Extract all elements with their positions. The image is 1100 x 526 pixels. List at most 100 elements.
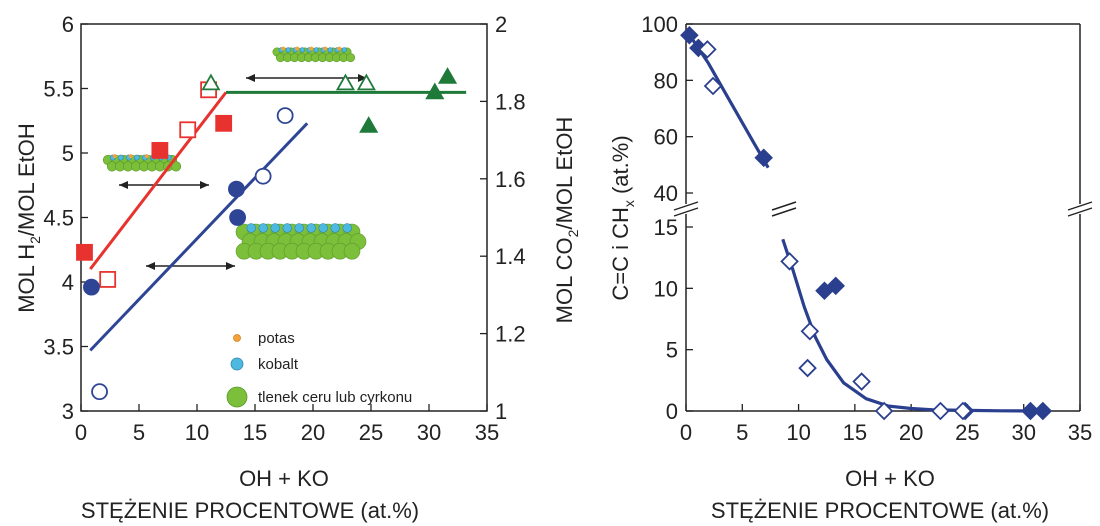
y-tick-label: 10 (654, 276, 678, 301)
potassium-dot (309, 46, 314, 51)
y-tick-label: 3.5 (43, 335, 74, 360)
y-tick-label: 15 (654, 215, 678, 240)
left-crystal-illustrations (102, 46, 367, 270)
cobalt-sphere (282, 223, 292, 233)
x-tick-label: 5 (133, 420, 145, 445)
y-tick-label: 5 (666, 338, 678, 363)
y-tick-label: 4 (62, 270, 74, 295)
potassium-dot (337, 46, 342, 51)
potassium-dot (295, 46, 300, 51)
arrow-head-left (146, 262, 155, 270)
cobalt-sphere (318, 223, 328, 233)
legend-swatch (233, 334, 241, 342)
cobalt-sphere (330, 223, 340, 233)
right-x-axis-label-2: STĘŻENIE PROCENTOWE (at.%) (711, 498, 1049, 523)
cobalt-sphere (341, 47, 347, 53)
circle-marker (254, 167, 272, 185)
y2-tick-label: 1.4 (495, 244, 526, 269)
left-x-axis-label-2: STĘŻENIE PROCENTOWE (at.%) (81, 498, 419, 523)
circle-marker (276, 107, 294, 124)
y2-label-prefix: MOL CO (552, 237, 577, 323)
y-tick-label: 5.5 (43, 77, 74, 102)
axis-break-mark (1067, 207, 1093, 217)
cobalt-sphere (270, 223, 280, 233)
circle-marker (229, 209, 247, 226)
diamond-marker (680, 25, 699, 45)
y2-tick-label: 2 (495, 12, 507, 37)
y-tick-label: 5 (62, 141, 74, 166)
left-y-label-prefix: MOL H (14, 244, 39, 313)
potassium-dot (323, 46, 328, 51)
cobalt-sphere (285, 47, 291, 53)
diamond-marker (953, 401, 973, 421)
axis-break-mark (673, 201, 699, 211)
diamond-marker (931, 401, 950, 421)
y-tick-label: 40 (654, 181, 678, 206)
x-tick-label: 20 (899, 420, 923, 445)
x-tick-label: 20 (301, 420, 325, 445)
cobalt-sphere (313, 47, 319, 53)
y2-tick-label: 1.2 (495, 322, 526, 347)
right-axis-ticks: 0 5 10 15 20 25 30 35 0 5 10 15 40 60 80 100 (641, 12, 1092, 445)
diamond-marker (1021, 401, 1040, 421)
diamond-marker (852, 372, 871, 391)
diamond-marker (874, 401, 894, 421)
r-y-label-sub: x (621, 200, 637, 207)
arrow-head-right (226, 262, 235, 270)
diamond-marker (798, 358, 817, 378)
x-tick-label: 30 (417, 420, 441, 445)
x-tick-label: 5 (736, 420, 748, 445)
x-tick-label: 25 (359, 420, 383, 445)
diamond-marker (800, 321, 820, 341)
curve-break-mark (771, 201, 797, 211)
ceria-sphere (345, 53, 355, 63)
y2-label-suffix: /MOL EtOH (552, 117, 577, 230)
arrow-head-left (246, 74, 255, 82)
legend-swatch (230, 357, 244, 371)
x-tick-label: 10 (185, 420, 209, 445)
x-tick-label: 35 (475, 420, 499, 445)
x-tick-label: 35 (1068, 420, 1092, 445)
diamond-marker (703, 76, 723, 96)
potassium-dot (144, 154, 149, 159)
y-tick-label: 4.5 (43, 206, 74, 231)
potassium-dot (128, 154, 133, 159)
triangle-marker (201, 73, 221, 91)
arrow-head-right (200, 181, 209, 189)
arrow-head-left (119, 181, 128, 189)
triangle-marker (438, 67, 458, 84)
ceria-sphere (170, 161, 182, 172)
left-x-axis-label: OH + KO (239, 466, 329, 491)
square-marker (151, 142, 169, 159)
right-x-axis-label: OH + KO (845, 466, 935, 491)
square-marker (179, 121, 197, 139)
x-tick-label: 15 (243, 420, 267, 445)
r-y-label-suffix: (at.%) (608, 135, 633, 200)
right-data-points (680, 25, 1053, 421)
cobalt-sphere (258, 223, 268, 233)
fit-line (89, 91, 228, 271)
y2-tick-label: 1.6 (495, 167, 526, 192)
y2-tick-label: 1 (495, 399, 507, 424)
legend: potas kobalt tlenek ceru lub cyrkonu (226, 330, 412, 408)
square-marker (99, 271, 117, 288)
triangle-marker (425, 82, 445, 100)
x-tick-label: 30 (1011, 420, 1035, 445)
axis-break-mark (673, 207, 699, 217)
cobalt-sphere (306, 223, 316, 233)
diamond-marker (826, 276, 845, 296)
right-plot-frame (673, 23, 1093, 412)
cobalt-sphere (117, 154, 124, 161)
legend-label: tlenek ceru lub cyrkonu (258, 389, 412, 406)
square-marker (215, 114, 233, 132)
cobalt-sphere (133, 154, 140, 161)
potassium-dot (281, 46, 286, 51)
x-tick-label: 0 (75, 420, 87, 445)
y-tick-label: 6 (62, 12, 74, 37)
right-y-axis-label: MOL CO2/MOL EtOH (552, 117, 581, 324)
curve-break-mark (771, 207, 797, 217)
triangle-marker (356, 73, 376, 91)
ceria-sphere (343, 242, 361, 260)
left-data-points (76, 67, 458, 401)
diamond-marker (754, 148, 773, 168)
